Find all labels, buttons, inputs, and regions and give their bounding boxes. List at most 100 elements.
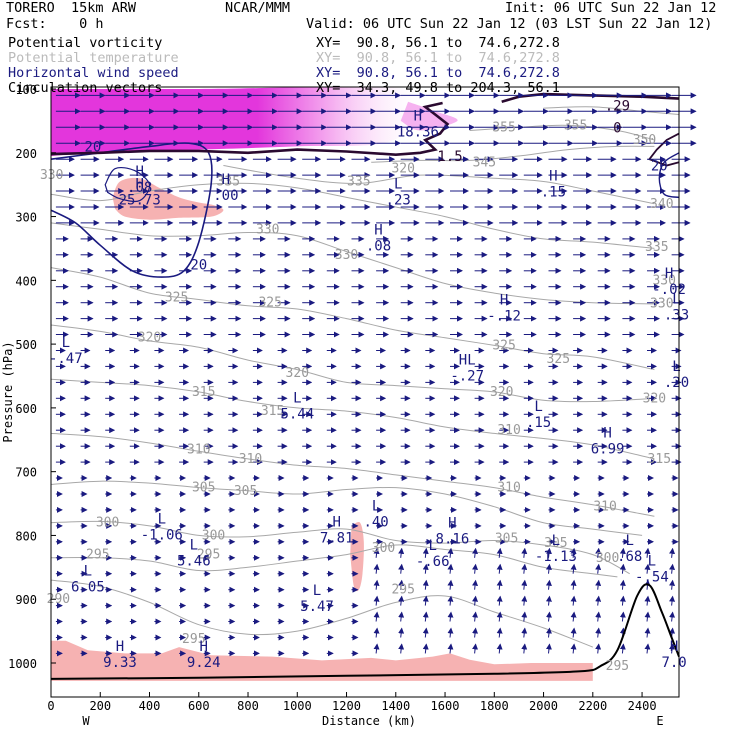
x-tick-label: 400 <box>139 699 161 713</box>
isentrope-line <box>50 480 643 536</box>
wind-contour-20 <box>50 142 213 278</box>
circulation-vector <box>669 547 676 558</box>
extremum-value: 25.73 <box>119 193 161 209</box>
extremum-marker: H <box>199 639 207 655</box>
isentrope-label: 320 <box>138 331 161 346</box>
isentrope-label: 310 <box>187 442 210 457</box>
isentrope-label: 335 <box>645 240 668 255</box>
isentrope-label: 320 <box>490 385 513 400</box>
circulation-vector <box>595 547 602 558</box>
x-tick-label: 800 <box>237 699 259 713</box>
extremum-value: 8.16 <box>436 531 470 547</box>
isentrope-label: 305 <box>495 532 518 547</box>
legend-vectors-name: Circulation vectors <box>8 80 163 96</box>
circulation-vector <box>619 611 626 622</box>
legend-theta-xy: XY= 90.8, 56.1 to 74.6,272.8 <box>316 50 560 66</box>
isentrope-label: 310 <box>593 500 616 515</box>
extremum-marker: H <box>135 164 143 180</box>
circulation-vector <box>669 579 676 590</box>
circulation-vector <box>521 563 528 574</box>
y-axis-label: Pressure (hPa) <box>1 341 15 442</box>
isentrope-line <box>50 544 618 578</box>
extremum-marker: L <box>672 359 680 375</box>
isentrope-label: 305 <box>192 481 215 496</box>
isentrope-label: 330 <box>335 248 358 263</box>
extremum-value: .20 <box>664 375 689 391</box>
isentrope-label: 300 <box>202 528 225 543</box>
circulation-vector <box>619 563 626 574</box>
circulation-vector <box>669 595 676 606</box>
valid-time: Valid: 06 UTC Sun 22 Jan 12 (03 LST Sun … <box>306 16 713 32</box>
extremum-marker: L <box>293 390 301 406</box>
circulation-vector <box>447 579 454 590</box>
isentrope-label: 330 <box>650 296 673 311</box>
circulation-vector <box>472 643 479 654</box>
isentrope-line <box>50 432 655 517</box>
circulation-vector <box>422 643 429 654</box>
init-time: Init: 06 UTC Sun 22 Jan 12 <box>505 0 717 16</box>
wind-speed-label: 20 <box>84 139 101 155</box>
y-tick-label: 1000 <box>8 657 37 671</box>
circulation-vector <box>472 563 479 574</box>
circulation-vector <box>595 595 602 606</box>
circulation-vector <box>570 595 577 606</box>
circulation-vector <box>496 563 503 574</box>
extremum-marker: L <box>648 554 656 570</box>
extremum-marker: H <box>374 223 382 239</box>
isentrope-line <box>223 165 655 205</box>
model-title: TORERO 15km ARW <box>6 0 137 16</box>
circulation-vector <box>644 563 651 574</box>
circulation-vector <box>644 595 651 606</box>
isentrope-label: 320 <box>286 366 309 381</box>
circulation-vector <box>496 627 503 638</box>
isentrope-label: 315 <box>261 404 284 419</box>
circulation-vector <box>496 547 503 558</box>
circulation-vector <box>398 547 405 558</box>
x-tick-label: 1000 <box>283 699 312 713</box>
y-tick-label: 300 <box>15 211 37 225</box>
circulation-vector <box>570 547 577 558</box>
circulation-vector <box>398 595 405 606</box>
y-tick-label: 200 <box>15 147 37 161</box>
isentrope-label: 300 <box>372 541 395 556</box>
circulation-vector <box>644 547 651 558</box>
y-tick-label: 800 <box>15 529 37 543</box>
extremum-value: 9.24 <box>187 655 221 671</box>
circulation-vector <box>595 563 602 574</box>
isentrope-label: 345 <box>473 155 496 170</box>
extremum-value: 9.33 <box>103 655 137 671</box>
isentrope-line <box>50 182 655 249</box>
extremum-value: -.12 <box>487 309 521 325</box>
circulation-vector <box>545 547 552 558</box>
circulation-vector <box>447 643 454 654</box>
legend-pv-xy: XY= 90.8, 56.1 to 74.6,272.8 <box>316 35 560 51</box>
extremum-value: -1.06 <box>141 527 183 543</box>
circulation-vector <box>373 547 380 558</box>
y-tick-label: 600 <box>15 402 37 416</box>
circulation-vector <box>644 627 651 638</box>
extremum-marker: H <box>603 425 611 441</box>
circulation-vector <box>669 643 676 654</box>
extremum-value: -1.13 <box>535 549 577 565</box>
circulation-vector <box>644 611 651 622</box>
isentrope-label: 295 <box>86 548 109 563</box>
extremum-value: .00 <box>213 188 238 204</box>
isentrope-label: 290 <box>47 592 70 607</box>
isentrope-line <box>371 145 655 163</box>
x-tick-label: 2200 <box>578 699 607 713</box>
circulation-vector <box>521 611 528 622</box>
isentrope-label: 295 <box>197 548 220 563</box>
isentrope-label: 300 <box>96 516 119 531</box>
circulation-vector <box>422 579 429 590</box>
circulation-vector <box>373 579 380 590</box>
circulation-vector <box>422 547 429 558</box>
x-tick-label: 1800 <box>480 699 509 713</box>
circulation-vector <box>545 579 552 590</box>
terrain-line <box>50 583 680 680</box>
x-tick-label: 0 <box>47 699 54 713</box>
isentrope-line <box>50 222 655 305</box>
circulation-vector <box>570 579 577 590</box>
legend-pv-name: Potential vorticity <box>8 35 163 51</box>
circulation-vector <box>447 547 454 558</box>
extremum-value: 18.36 <box>397 124 439 140</box>
